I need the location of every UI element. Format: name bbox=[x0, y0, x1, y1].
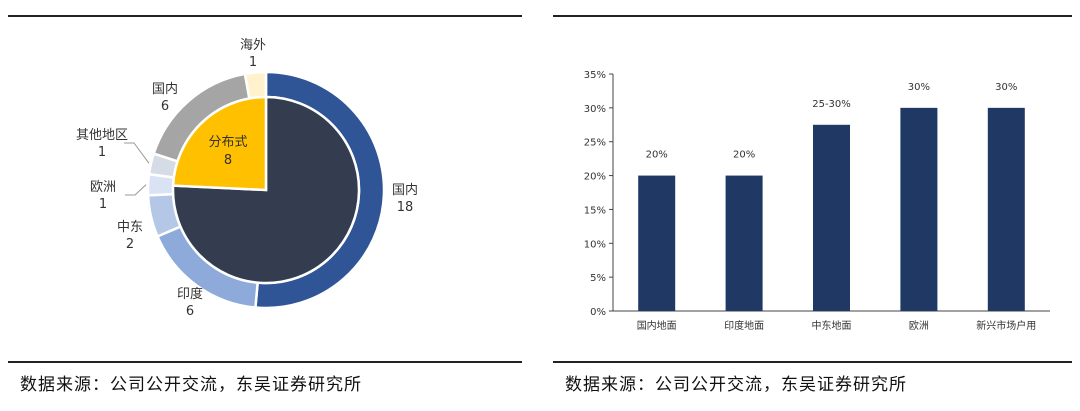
outer-slice-label: 印度 bbox=[177, 286, 203, 302]
bar-data-label: 20% bbox=[646, 150, 668, 161]
outer-slice-label: 欧洲 bbox=[90, 180, 116, 195]
bottom-rule bbox=[553, 361, 1072, 363]
top-rule bbox=[553, 15, 1072, 17]
y-tick-label: 20% bbox=[584, 172, 606, 183]
leader-line bbox=[124, 142, 150, 164]
x-tick-label: 国内地面 bbox=[637, 319, 677, 332]
outer-slice-value-label: 6 bbox=[161, 99, 169, 114]
inner-pie-slice bbox=[171, 95, 268, 192]
y-tick-label: 25% bbox=[584, 138, 606, 149]
outer-slice-value-label: 18 bbox=[397, 200, 414, 215]
outer-slice-value-label: 1 bbox=[99, 197, 107, 212]
x-tick-label: 欧洲 bbox=[909, 320, 929, 332]
bar bbox=[900, 107, 938, 311]
slice-label: 分布式 bbox=[209, 135, 248, 150]
y-tick-label: 15% bbox=[584, 205, 606, 216]
bar bbox=[638, 175, 676, 311]
y-tick-label: 35% bbox=[584, 70, 606, 81]
y-tick-label: 10% bbox=[584, 239, 606, 250]
top-rule bbox=[8, 15, 522, 17]
source-note: 数据来源：公司公开交流，东吴证券研究所 bbox=[20, 375, 362, 395]
outer-slice-value-label: 2 bbox=[126, 237, 134, 252]
outer-slice-value-label: 1 bbox=[98, 145, 106, 160]
outer-ring-slice bbox=[243, 70, 268, 100]
leader-line bbox=[125, 184, 147, 196]
bar-data-label: 30% bbox=[908, 82, 930, 93]
outer-slice-label: 国内 bbox=[392, 182, 418, 198]
y-tick-label: 30% bbox=[584, 104, 606, 115]
bar-data-label: 30% bbox=[995, 82, 1017, 93]
outer-slice-label: 其他地区 bbox=[76, 128, 128, 143]
y-tick-label: 0% bbox=[590, 307, 606, 318]
x-tick-label: 中东地面 bbox=[812, 319, 852, 332]
x-tick-label: 新兴市场户用 bbox=[976, 319, 1036, 332]
source-note: 数据来源：公司公开交流，东吴证券研究所 bbox=[565, 375, 907, 395]
x-tick-label: 印度地面 bbox=[724, 319, 764, 332]
left-panel: 分布式 8 国内 18 印度 6 中东 2 欧洲 1 其他地区 1 国内 6 海外 1 数据来源：公司公开交流… bbox=[0, 0, 530, 411]
right-panel: 0% 5% 10% 15% 20% 25% 30% 35% 20% 国内地面 20% 印度地面 25-3… bbox=[545, 0, 1080, 411]
bar bbox=[725, 175, 763, 311]
outer-slice-value-label: 1 bbox=[249, 55, 257, 70]
outer-slice-value-label: 6 bbox=[186, 304, 194, 319]
bar bbox=[813, 124, 850, 312]
donut-chart: 分布式 8 国内 18 印度 6 中东 2 欧洲 1 其他地区 1 国内 6 海外 1 bbox=[76, 38, 418, 319]
y-tick-label: 5% bbox=[590, 273, 606, 284]
bar-data-label: 25-30% bbox=[812, 99, 851, 110]
bottom-rule bbox=[8, 361, 522, 363]
slice-value-label: 8 bbox=[224, 153, 232, 168]
outer-slice-label: 海外 bbox=[240, 38, 266, 53]
bar bbox=[987, 107, 1025, 311]
bar-chart: 0% 5% 10% 15% 20% 25% 30% 35% 20% 国内地面 20% 印度地面 25-3… bbox=[584, 70, 1050, 332]
bar-data-label: 20% bbox=[733, 150, 755, 161]
outer-slice-label: 国内 bbox=[152, 81, 178, 97]
outer-slice-label: 中东 bbox=[117, 220, 143, 235]
